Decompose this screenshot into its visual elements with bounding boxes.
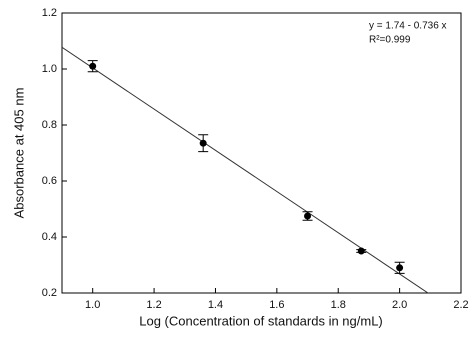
plot-frame: [61, 12, 462, 294]
data-point: [357, 247, 365, 255]
r2-annotation: R²=0.999: [369, 35, 411, 46]
data-point: [304, 212, 312, 220]
y-tick-label: 0.6: [42, 175, 57, 187]
data-point: [396, 264, 404, 272]
x-tick-label: 1.2: [146, 299, 161, 311]
y-tick-label: 0.4: [42, 231, 57, 243]
y-axis-title: Absorbance at 405 nm: [11, 88, 26, 219]
x-tick-label: 1.8: [331, 299, 346, 311]
equation-annotation: y = 1.74 - 0.736 x: [369, 21, 447, 32]
y-tick-label: 1.0: [42, 63, 57, 75]
y-tick-label: 1.2: [42, 7, 57, 19]
data-point: [89, 62, 97, 70]
x-axis-title: Log (Concentration of standards in ng/mL…: [139, 313, 383, 328]
x-tick-label: 1.0: [85, 299, 100, 311]
y-tick-label: 0.8: [42, 119, 57, 131]
data-point: [199, 139, 207, 147]
regression-line: [62, 46, 429, 293]
x-tick-label: 2.0: [392, 299, 407, 311]
x-tick-label: 1.6: [269, 299, 284, 311]
y-tick-label: 0.2: [42, 287, 57, 299]
x-tick-label: 1.4: [208, 299, 223, 311]
x-tick-label: 2.2: [453, 299, 468, 311]
